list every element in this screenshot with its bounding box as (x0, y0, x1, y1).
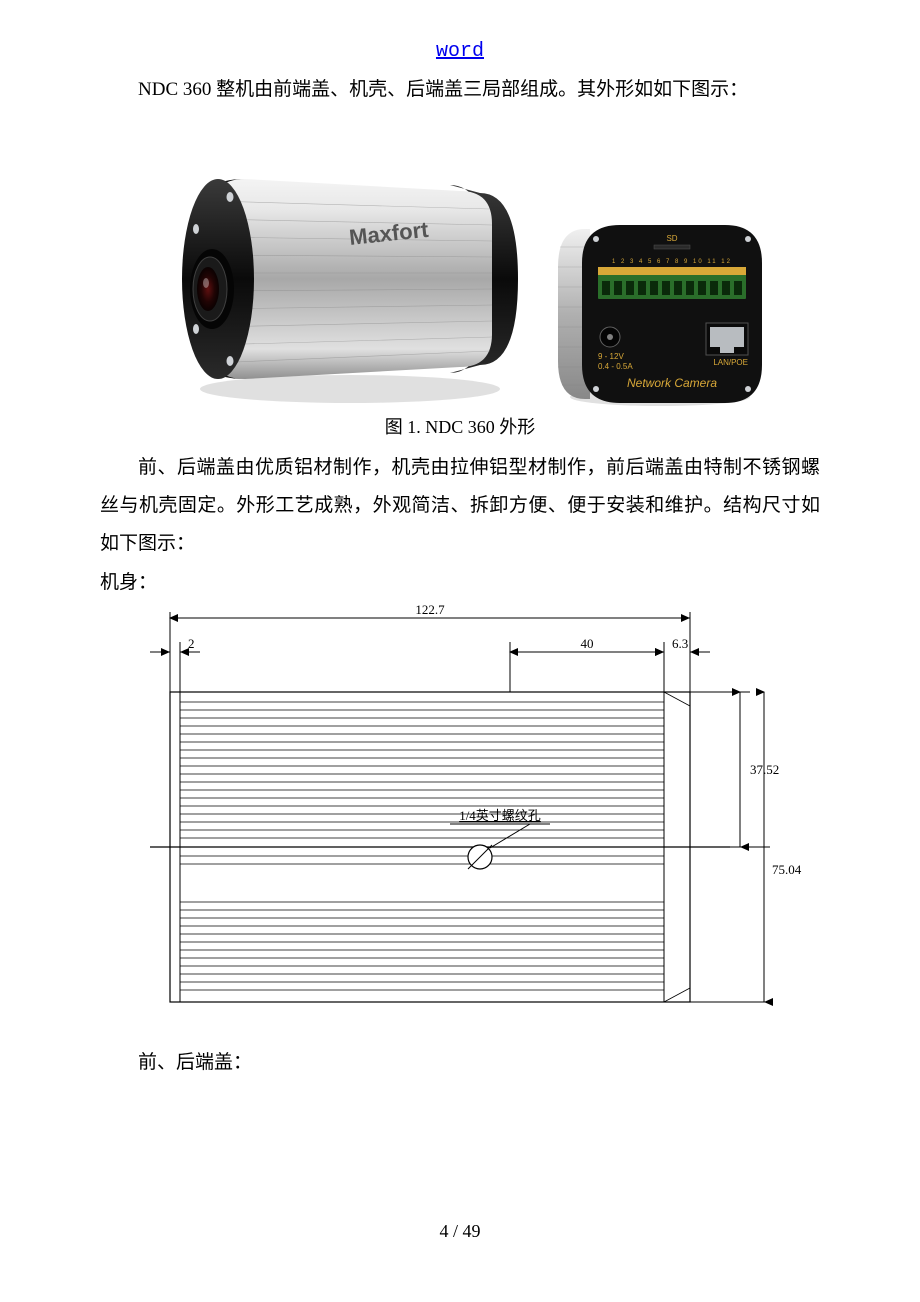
dim-right-segment: 40 (581, 636, 594, 651)
page-footer: 4 / 49 (0, 1221, 920, 1242)
dim-left-margin: 2 (188, 636, 195, 651)
pin-numbers: 1 2 3 4 5 6 7 8 9 10 11 12 (612, 259, 732, 265)
header-word-link[interactable]: word (100, 40, 820, 63)
figure-1-row: Maxfort (100, 129, 820, 409)
end-caps-section-label: 前、后端盖： (100, 1047, 820, 1074)
current-label: 0.4 - 0.5A (598, 362, 633, 371)
dim-half-height: 37.52 (750, 762, 779, 777)
sd-label: SD (666, 234, 677, 243)
thread-hole-label: 1/4英寸螺纹孔 (459, 808, 541, 823)
network-camera-label: Network Camera (627, 376, 717, 390)
paragraph-2: 前、后端盖由优质铝材制作，机壳由拉伸铝型材制作，前后端盖由特制不锈钢螺丝与机壳固… (100, 449, 820, 563)
voltage-label: 9 - 12V (598, 352, 624, 361)
dim-right-margin: 6.3 (672, 636, 688, 651)
figure-1-caption: 图 1. NDC 360 外形 (100, 413, 820, 439)
camera-front-view: Maxfort (150, 129, 530, 409)
dim-full-height: 75.04 (772, 862, 802, 877)
intro-paragraph: NDC 360 整机由前端盖、机壳、后端盖三局部组成。其外形如如下图示： (100, 71, 820, 109)
body-dimension-diagram: 122.7 2 40 6.3 (110, 602, 810, 1027)
body-section-label: 机身： (100, 567, 820, 594)
camera-back-view: SD 1 2 3 4 5 6 7 8 9 10 11 12 (550, 219, 770, 409)
dim-width-total: 122.7 (415, 602, 445, 617)
lan-label: LAN/POE (713, 358, 748, 367)
